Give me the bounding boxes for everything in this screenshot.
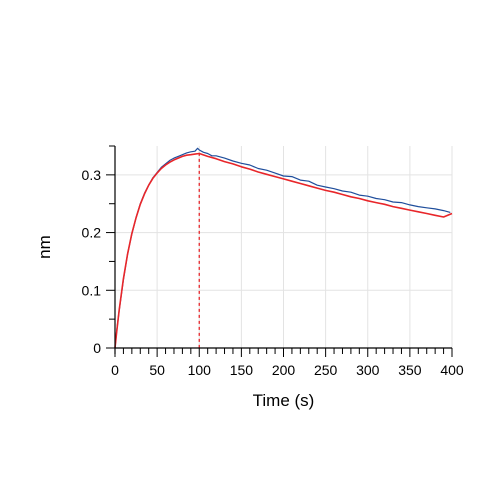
x-tick-label: 400 bbox=[440, 362, 464, 378]
x-tick-label: 300 bbox=[356, 362, 380, 378]
series-layer bbox=[114, 147, 453, 349]
x-tick-label: 200 bbox=[272, 362, 296, 378]
x-axis-label: Time (s) bbox=[253, 391, 315, 410]
x-tick-label: 350 bbox=[398, 362, 422, 378]
x-tick-label: 50 bbox=[149, 362, 165, 378]
x-tick-label: 100 bbox=[188, 362, 212, 378]
y-tick-label: 0 bbox=[93, 340, 101, 356]
x-tick-label: 250 bbox=[314, 362, 338, 378]
y-tick-label: 0.1 bbox=[82, 282, 102, 298]
x-tick-label: 0 bbox=[111, 362, 119, 378]
y-axis-label: nm bbox=[35, 235, 54, 259]
fit-curve bbox=[114, 152, 453, 349]
x-tick-label: 150 bbox=[230, 362, 254, 378]
y-tick-label: 0.2 bbox=[82, 225, 102, 241]
y-tick-label: 0.3 bbox=[82, 167, 102, 183]
ticks: 0 50 100 150 200 250 300 350 400 0 0.1 0.2 0.3 bbox=[82, 145, 464, 378]
